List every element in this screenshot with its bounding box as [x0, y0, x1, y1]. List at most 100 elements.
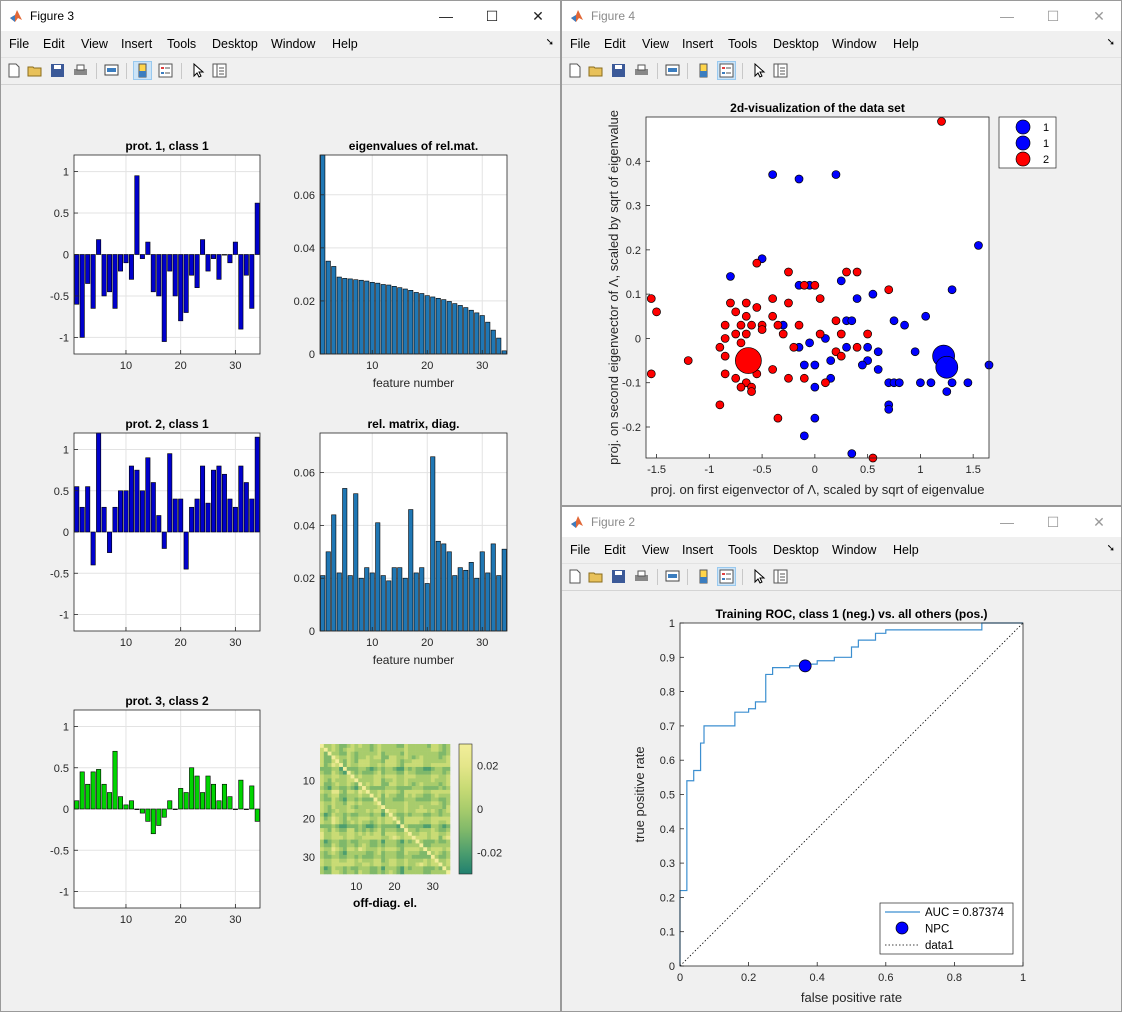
heatmap-cell — [323, 751, 328, 756]
new-figure-icon[interactable] — [5, 62, 22, 79]
heatmap-cell — [430, 774, 436, 779]
heatmap-cell — [365, 778, 371, 783]
legend-icon[interactable] — [157, 62, 174, 79]
menu-help[interactable]: Help — [893, 37, 919, 51]
figure2-titlebar[interactable]: Figure 2 — ☐ ✕ — [562, 507, 1121, 537]
heatmap-cell — [323, 824, 328, 829]
heatmap-cell — [434, 755, 439, 760]
print-icon[interactable] — [633, 568, 650, 585]
menu-view[interactable]: View — [81, 37, 108, 51]
heatmap-cell — [365, 816, 371, 821]
minimize-button[interactable]: — — [1000, 8, 1014, 24]
heatmap-cell — [377, 744, 382, 749]
toolbar — [1, 58, 560, 85]
heatmap-cell — [354, 847, 359, 852]
menu-desktop[interactable]: Desktop — [773, 543, 819, 557]
property-inspector-icon[interactable] — [772, 62, 789, 79]
property-inspector-icon[interactable] — [772, 568, 789, 585]
close-button[interactable]: ✕ — [532, 8, 544, 24]
close-button[interactable]: ✕ — [1093, 514, 1105, 530]
property-inspector-icon[interactable] — [211, 62, 228, 79]
heatmap-cell — [346, 797, 351, 802]
close-button[interactable]: ✕ — [1093, 8, 1105, 24]
open-icon[interactable] — [587, 568, 604, 585]
pointer-icon[interactable] — [750, 62, 767, 79]
colorbar-icon[interactable] — [695, 568, 712, 585]
pointer-icon[interactable] — [750, 568, 767, 585]
colorbar-icon[interactable] — [695, 62, 712, 79]
dock-arrow-icon[interactable]: ➘ — [1106, 543, 1115, 554]
print-icon[interactable] — [72, 62, 89, 79]
menu-view[interactable]: View — [642, 543, 669, 557]
figure4-titlebar[interactable]: Figure 4 — ☐ ✕ — [562, 1, 1121, 31]
heatmap-cell — [335, 789, 340, 795]
heatmap-cell — [430, 858, 436, 863]
heatmap-cell — [373, 831, 378, 837]
menu-help[interactable]: Help — [332, 37, 358, 51]
menu-view[interactable]: View — [642, 37, 669, 51]
menu-window[interactable]: Window — [832, 543, 877, 557]
menu-insert[interactable]: Insert — [682, 543, 714, 557]
menu-window[interactable]: Window — [271, 37, 316, 51]
open-icon[interactable] — [587, 62, 604, 79]
minimize-button[interactable]: — — [1000, 514, 1014, 530]
link-plot-icon[interactable] — [664, 568, 681, 585]
link-plot-icon[interactable] — [103, 62, 120, 79]
menu-file[interactable]: File — [9, 37, 30, 51]
diag-bar — [479, 551, 485, 632]
heatmap-cell — [323, 835, 328, 840]
menu-tools[interactable]: Tools — [728, 543, 758, 557]
class1-point — [873, 347, 883, 357]
heatmap-cell — [358, 862, 363, 867]
heatmap-cell — [327, 793, 332, 798]
open-icon[interactable] — [26, 62, 43, 79]
print-icon[interactable] — [633, 62, 650, 79]
heatmap-cell — [342, 870, 348, 875]
menu-tools[interactable]: Tools — [728, 37, 758, 51]
menu-help[interactable]: Help — [893, 543, 919, 557]
heatmap-cell — [423, 778, 428, 783]
menu-file[interactable]: File — [570, 543, 591, 557]
menu-edit[interactable]: Edit — [604, 543, 626, 557]
new-figure-icon[interactable] — [566, 568, 583, 585]
new-figure-icon[interactable] — [566, 62, 583, 79]
save-icon[interactable] — [49, 62, 66, 79]
link-plot-icon[interactable] — [664, 62, 681, 79]
minimize-button[interactable]: — — [439, 8, 453, 24]
pointer-icon[interactable] — [189, 62, 206, 79]
maximize-button[interactable]: ☐ — [1046, 514, 1060, 530]
diag-bar — [402, 577, 408, 632]
heatmap-cell — [427, 824, 432, 829]
save-icon[interactable] — [610, 62, 627, 79]
menu-edit[interactable]: Edit — [604, 37, 626, 51]
menu-file[interactable]: File — [570, 37, 591, 51]
legend-icon[interactable] — [717, 61, 736, 80]
save-icon[interactable] — [610, 568, 627, 585]
menu-tools[interactable]: Tools — [167, 37, 197, 51]
heatmap-cell — [419, 770, 424, 775]
dock-arrow-icon[interactable]: ➘ — [1106, 37, 1115, 48]
heatmap-cell — [407, 835, 413, 840]
heatmap-cell — [377, 786, 382, 791]
menu-window[interactable]: Window — [832, 37, 877, 51]
heatmap-cell — [342, 774, 348, 779]
menu-insert[interactable]: Insert — [682, 37, 714, 51]
figure3-titlebar[interactable]: Figure 3 — ☐ ✕ — [1, 1, 560, 31]
dock-arrow-icon[interactable]: ➘ — [545, 37, 554, 48]
heatmap-cell — [335, 782, 340, 787]
menu-edit[interactable]: Edit — [43, 37, 65, 51]
menu-desktop[interactable]: Desktop — [212, 37, 258, 51]
maximize-button[interactable]: ☐ — [1046, 8, 1060, 24]
heatmap-cell — [438, 854, 443, 860]
maximize-button[interactable]: ☐ — [485, 8, 499, 24]
heatmap-cell — [358, 789, 363, 795]
colorbar-icon[interactable] — [133, 61, 152, 80]
legend-icon[interactable] — [717, 567, 736, 586]
menu-desktop[interactable]: Desktop — [773, 37, 819, 51]
heatmap-cell — [323, 866, 328, 871]
menu-insert[interactable]: Insert — [121, 37, 153, 51]
heatmap-cell — [446, 854, 451, 860]
heatmap-cell — [350, 770, 355, 775]
roc-curve — [679, 622, 1023, 966]
class2-point — [736, 320, 746, 330]
